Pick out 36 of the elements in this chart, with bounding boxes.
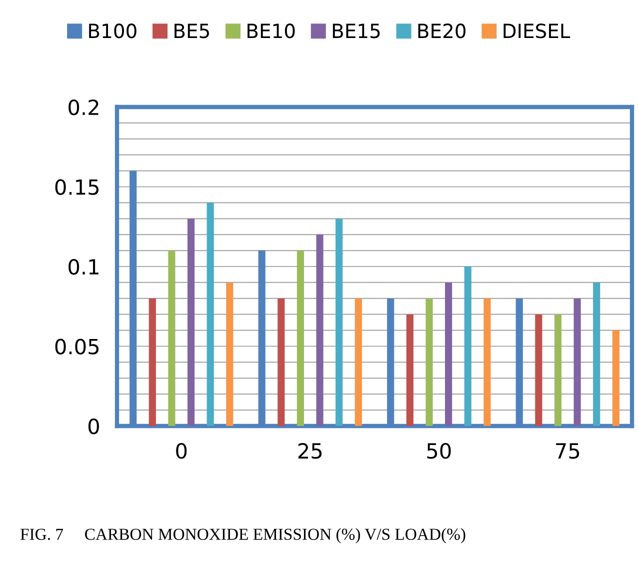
legend-label: BE20 [418, 24, 466, 38]
bar [426, 298, 433, 426]
y-tick-label: 0.15 [55, 179, 99, 195]
y-tick-label: 0.1 [68, 258, 98, 275]
legend-label: BE10 [248, 24, 295, 38]
y-tick-label: 0.05 [55, 338, 99, 354]
bar [444, 282, 452, 426]
bar [226, 282, 234, 426]
bar [187, 218, 195, 426]
x-tick-label: 0 [176, 443, 187, 459]
bar [206, 202, 214, 426]
bar [168, 250, 176, 426]
caption: FIG. 7 CARBON MONOXIDE EMISSION (%) V/S LOAD(%) [20, 528, 466, 544]
bar [612, 330, 620, 426]
y-tick-label: 0.2 [68, 99, 98, 116]
bar [148, 298, 156, 426]
x-tick-label: 25 [298, 443, 322, 459]
bar [554, 314, 562, 426]
y-tick-label: 0 [88, 418, 99, 434]
bar [484, 298, 491, 426]
legend-label: BE15 [332, 24, 380, 38]
bar [278, 298, 285, 426]
bar [574, 298, 581, 426]
bar [316, 234, 324, 426]
x-tick-label: 75 [556, 443, 580, 459]
bar [406, 314, 414, 426]
bar [296, 250, 304, 426]
bar [336, 218, 343, 426]
bar [535, 314, 542, 426]
bar [464, 266, 472, 426]
legend-label: BE5 [174, 24, 209, 38]
legend-label: DIESEL [504, 24, 570, 38]
legend-label: B100 [89, 24, 136, 38]
bar [354, 298, 362, 426]
x-tick-label: 50 [427, 443, 451, 459]
bar [593, 282, 600, 426]
